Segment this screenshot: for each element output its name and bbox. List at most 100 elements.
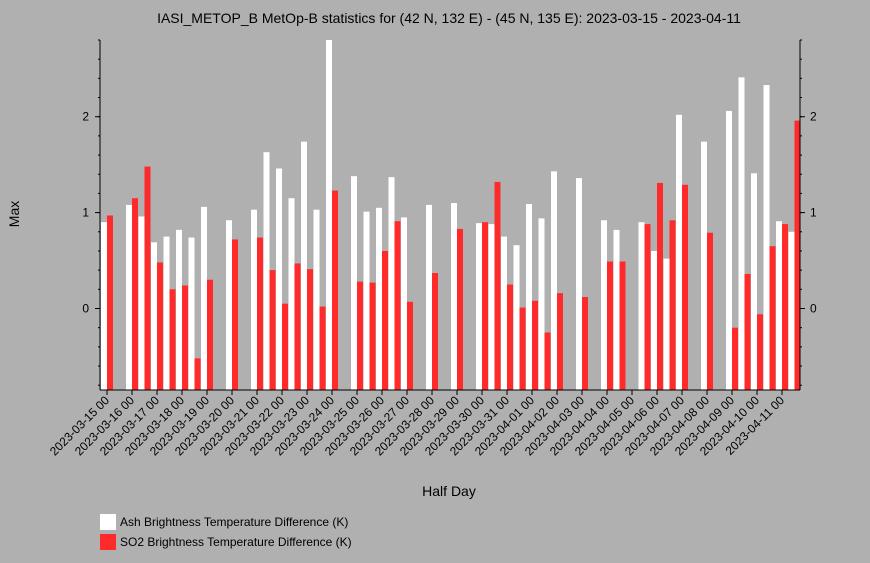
so2-bar-2 xyxy=(132,198,138,390)
ash-bar-44 xyxy=(651,250,657,390)
legend-swatch-so2 xyxy=(100,534,116,550)
y-tick-label-left: 2 xyxy=(82,110,89,124)
ash-bar-28 xyxy=(451,203,457,390)
so2-bar-52 xyxy=(757,314,763,390)
so2-bar-5 xyxy=(169,289,176,390)
so2-bar-4 xyxy=(157,262,163,390)
y-tick-label-right: 2 xyxy=(810,110,817,124)
chart-title: IASI_METOP_B MetOp-B statistics for (42 … xyxy=(157,10,741,26)
ash-bar-38 xyxy=(576,178,582,390)
ash-bar-33 xyxy=(513,245,520,390)
so2-bar-18 xyxy=(332,190,338,390)
so2-bar-41 xyxy=(619,261,626,390)
ash-bar-41 xyxy=(613,229,620,390)
so2-bar-12 xyxy=(257,237,263,390)
ash-bar-13 xyxy=(263,152,270,390)
ash-bar-0 xyxy=(101,222,107,390)
ash-bar-10 xyxy=(226,220,232,390)
ash-bar-2 xyxy=(126,204,132,390)
so2-bar-48 xyxy=(707,232,713,390)
legend-label-so2: SO2 Brightness Temperature Difference (K… xyxy=(120,535,352,549)
so2-bar-23 xyxy=(394,221,401,390)
so2-bar-22 xyxy=(382,250,388,390)
so2-bar-44 xyxy=(657,182,663,390)
ash-bar-15 xyxy=(288,198,295,390)
so2-bar-7 xyxy=(194,358,201,390)
ash-bar-30 xyxy=(476,223,482,390)
ash-bar-7 xyxy=(188,237,195,390)
ash-bar-31 xyxy=(488,224,495,390)
so2-bar-26 xyxy=(432,273,438,390)
y-tick-label-left: 1 xyxy=(82,206,89,220)
ash-bar-16 xyxy=(301,141,307,390)
ash-bar-55 xyxy=(788,231,795,390)
ash-bar-12 xyxy=(251,209,257,390)
so2-bar-8 xyxy=(207,279,213,390)
ash-bar-22 xyxy=(376,207,382,390)
ash-bar-6 xyxy=(176,229,182,390)
ash-bar-43 xyxy=(638,222,645,390)
so2-bar-6 xyxy=(182,285,188,390)
ash-bar-21 xyxy=(363,211,370,390)
so2-bar-21 xyxy=(369,282,376,390)
so2-bar-50 xyxy=(732,327,738,390)
ash-bar-23 xyxy=(388,177,395,390)
ash-bar-5 xyxy=(163,236,170,390)
ash-bar-4 xyxy=(151,242,157,390)
legend: Ash Brightness Temperature Difference (K… xyxy=(100,512,352,552)
so2-bar-34 xyxy=(532,300,538,390)
bars-group xyxy=(101,40,801,391)
so2-bar-16 xyxy=(307,269,313,390)
so2-bar-31 xyxy=(494,181,501,390)
ash-bar-48 xyxy=(701,141,707,390)
ash-bar-34 xyxy=(526,203,532,390)
so2-bar-14 xyxy=(282,303,288,390)
ash-bar-46 xyxy=(676,114,682,390)
so2-bar-45 xyxy=(669,220,676,390)
y-axis-label: Max xyxy=(6,201,22,227)
y-tick-label-right: 0 xyxy=(810,301,817,315)
ash-bar-50 xyxy=(726,110,732,391)
so2-bar-28 xyxy=(457,228,463,390)
so2-bar-46 xyxy=(682,184,688,390)
x-axis-label: Half Day xyxy=(422,483,476,499)
ash-bar-26 xyxy=(426,204,432,390)
ash-bar-14 xyxy=(276,168,282,390)
legend-item-so2: SO2 Brightness Temperature Difference (K… xyxy=(100,532,352,552)
ash-bar-18 xyxy=(326,40,332,390)
so2-bar-40 xyxy=(607,261,613,390)
ash-bar-54 xyxy=(776,221,782,390)
ash-bar-35 xyxy=(538,218,545,390)
ash-bar-20 xyxy=(351,176,357,390)
so2-bar-43 xyxy=(644,224,651,390)
ash-bar-51 xyxy=(738,77,745,390)
so2-bar-17 xyxy=(319,306,326,390)
ash-bar-17 xyxy=(313,209,320,390)
ash-bar-32 xyxy=(501,236,507,390)
legend-item-ash: Ash Brightness Temperature Difference (K… xyxy=(100,512,352,532)
ash-bar-3 xyxy=(138,216,145,390)
ash-bar-40 xyxy=(601,220,607,390)
so2-bar-35 xyxy=(544,332,551,390)
so2-bar-53 xyxy=(769,246,776,390)
legend-swatch-ash xyxy=(100,514,116,530)
so2-bar-13 xyxy=(269,270,276,390)
so2-bar-3 xyxy=(144,166,151,390)
so2-bar-33 xyxy=(519,307,526,390)
ash-bar-45 xyxy=(663,258,670,390)
ash-bar-36 xyxy=(551,171,557,390)
so2-bar-0 xyxy=(107,215,113,390)
ash-bar-53 xyxy=(763,85,770,391)
so2-bar-10 xyxy=(232,239,238,390)
legend-label-ash: Ash Brightness Temperature Difference (K… xyxy=(120,515,349,529)
ash-bar-8 xyxy=(201,206,207,390)
ash-bar-24 xyxy=(401,217,407,390)
ash-bar-52 xyxy=(751,173,757,390)
so2-bar-51 xyxy=(744,273,751,390)
axes-group: 0 0 1 1 2 2 xyxy=(82,39,817,391)
y-tick-label-right: 1 xyxy=(810,206,817,220)
so2-bar-55 xyxy=(794,120,801,390)
so2-bar-32 xyxy=(507,284,513,390)
